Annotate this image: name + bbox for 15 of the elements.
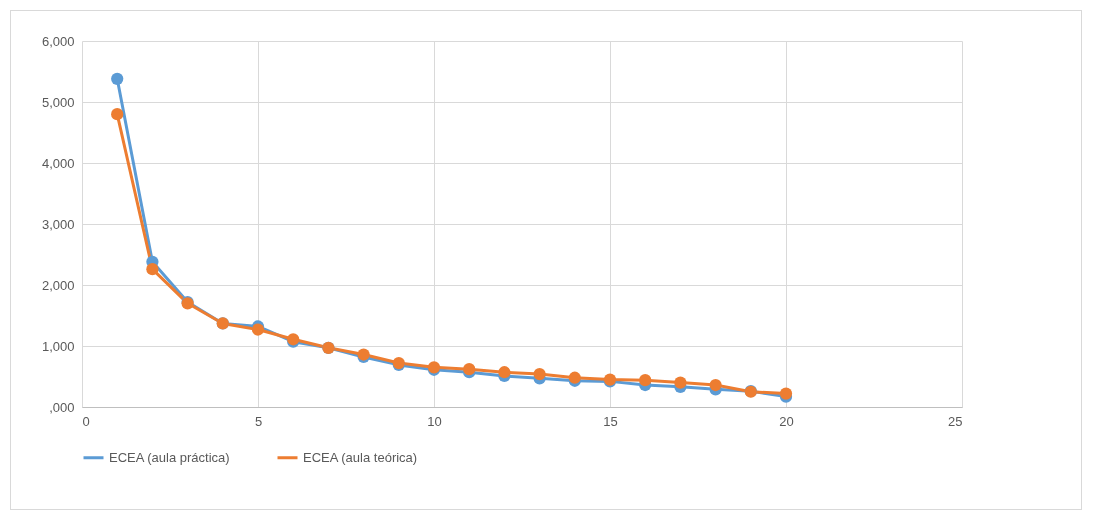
y-tick-label: 4,000 bbox=[41, 155, 75, 171]
y-tick-label: 6,000 bbox=[41, 33, 75, 49]
x-tick-label: 25 bbox=[948, 413, 963, 429]
x-tick-label: 0 bbox=[82, 413, 90, 429]
y-tick-label: 5,000 bbox=[41, 94, 75, 110]
y-tick-label: 1,000 bbox=[41, 338, 75, 354]
x-tick-label: 15 bbox=[603, 413, 618, 429]
x-tick-label: 5 bbox=[254, 413, 263, 429]
y-tick-label: 3,000 bbox=[41, 216, 75, 232]
legend-label: ECEA (aula práctica) bbox=[109, 449, 230, 465]
y-tick-label: 2,000 bbox=[41, 277, 75, 293]
legend-label: ECEA (aula teórica) bbox=[303, 449, 418, 465]
x-tick-label: 10 bbox=[427, 413, 442, 429]
x-tick-label: 20 bbox=[779, 413, 794, 429]
y-tick-label: ,000 bbox=[49, 399, 75, 415]
